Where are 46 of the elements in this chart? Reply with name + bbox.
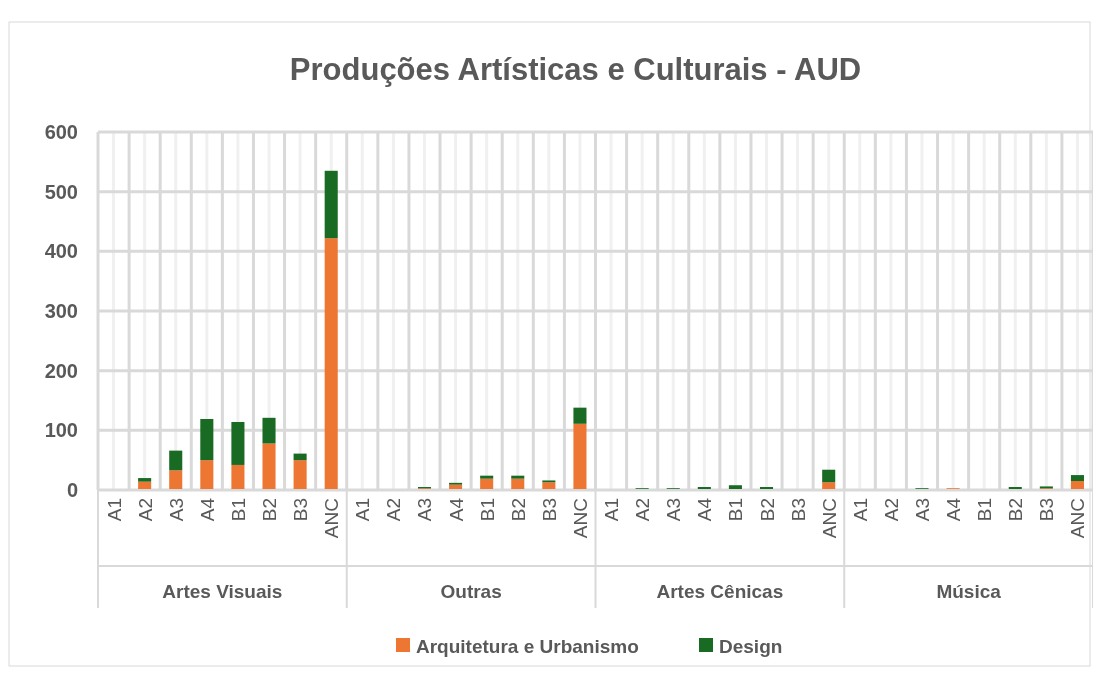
x-tick-label: B2 xyxy=(756,498,778,522)
y-tick-label: 100 xyxy=(44,419,78,442)
y-tick-label: 0 xyxy=(66,479,78,501)
x-tick-label: A1 xyxy=(103,498,125,522)
x-tick-label: ANC xyxy=(818,498,840,539)
x-tick-label: A4 xyxy=(445,497,467,522)
x-tick-label: A3 xyxy=(911,498,933,522)
x-tick-label: A1 xyxy=(849,498,871,522)
x-tick-label: ANC xyxy=(321,498,343,539)
x-tick-label: B2 xyxy=(259,498,281,522)
x-tick-label: A1 xyxy=(601,498,623,522)
legend-label: Design xyxy=(719,635,783,657)
y-tick-label: 400 xyxy=(44,240,78,263)
text: Outras xyxy=(440,581,502,602)
y-tick-label: 500 xyxy=(44,180,78,203)
x-tick-label: B3 xyxy=(1036,498,1058,522)
x-tick-label: A3 xyxy=(663,498,685,522)
x-tick-label: A3 xyxy=(165,498,187,522)
x-tick-label: A1 xyxy=(352,498,374,522)
x-tick-label: A2 xyxy=(134,498,156,522)
x-tick-label: ANC xyxy=(569,498,591,539)
x-tick-label: B1 xyxy=(476,498,498,522)
x-tick-label: B1 xyxy=(227,498,249,522)
y-tick-label: 300 xyxy=(44,300,78,322)
x-tick-label: B2 xyxy=(1005,498,1027,522)
text: Música xyxy=(936,581,1002,602)
x-tick-label: B3 xyxy=(787,498,809,522)
x-tick-label: A4 xyxy=(943,497,965,522)
text: Artes Cênicas xyxy=(656,581,784,602)
x-tick-label: A2 xyxy=(383,498,405,522)
x-tick-label: A2 xyxy=(880,498,902,522)
chart-title: Produções Artísticas e Culturais - AUD xyxy=(289,52,862,87)
x-tick-label: A2 xyxy=(632,498,654,522)
x-tick-label: B2 xyxy=(507,498,529,522)
x-tick-label: ANC xyxy=(1067,498,1089,539)
x-tick-label: B3 xyxy=(290,498,312,522)
legend-label: Arquitetura e Urbanismo xyxy=(416,635,639,657)
y-tick-label: 600 xyxy=(44,121,78,143)
x-tick-label: B1 xyxy=(974,498,996,522)
x-tick-label: B1 xyxy=(725,498,747,522)
x-tick-label: B3 xyxy=(538,498,560,522)
text: Artes Visuais xyxy=(162,581,283,602)
y-tick-label: 200 xyxy=(44,359,78,382)
x-tick-label: A3 xyxy=(414,498,436,522)
x-tick-label: A4 xyxy=(694,497,716,522)
x-tick-label: A4 xyxy=(196,497,218,522)
